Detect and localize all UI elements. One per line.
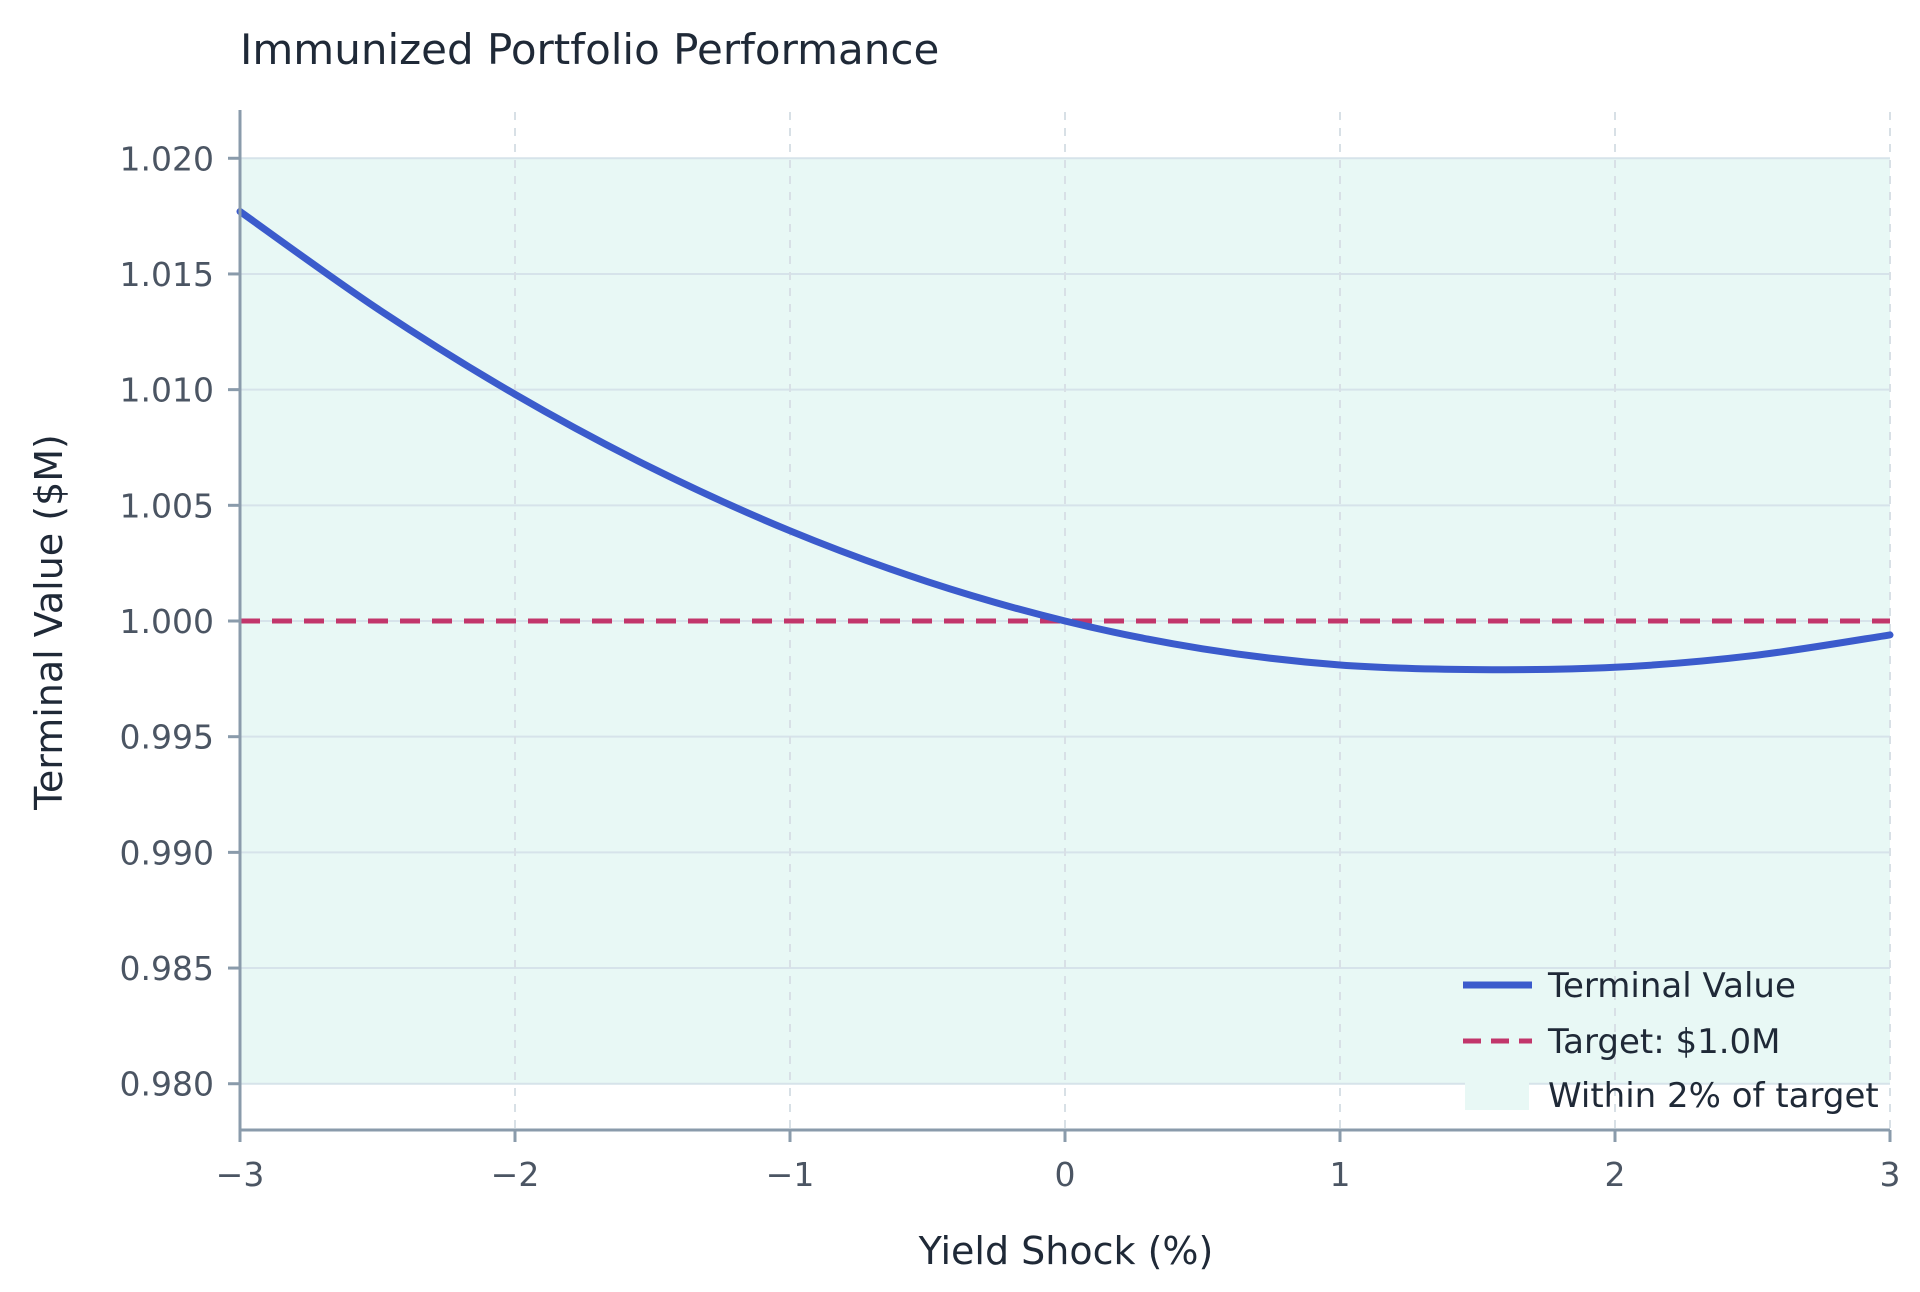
ticks-layer: 0.980 0.985 0.990 0.995 1.000 1.005 1.010 1.015… [120, 139, 1901, 1194]
y-axis-label: Terminal Value ($M) [27, 434, 71, 811]
y-tick-label: 1.010 [120, 371, 214, 410]
legend-label-band: Within 2% of target [1548, 1076, 1879, 1116]
x-tick-label: 0 [1055, 1155, 1076, 1194]
y-tick-label: 0.990 [120, 833, 214, 872]
series-line-terminal-value [236, 208, 1894, 674]
y-tick-label: 1.020 [120, 139, 214, 178]
y-tick-label: 0.980 [120, 1065, 214, 1104]
x-tick-label: −3 [216, 1155, 265, 1194]
y-tick-label: 0.985 [120, 949, 214, 988]
legend-swatch-band [1465, 1082, 1529, 1110]
y-tick-label: 0.995 [120, 718, 214, 757]
legend: Terminal Value Target: $1.0M Within 2% o… [1463, 966, 1879, 1116]
x-tick-label: −2 [491, 1155, 540, 1194]
x-tick-label: −1 [766, 1155, 815, 1194]
legend-label-target: Target: $1.0M [1547, 1022, 1781, 1062]
x-tick-label: 1 [1330, 1155, 1351, 1194]
y-tick-label: 1.015 [120, 255, 214, 294]
x-tick-label: 3 [1880, 1155, 1901, 1194]
y-tick-label: 1.005 [120, 486, 214, 525]
x-tick-label: 2 [1605, 1155, 1626, 1194]
series-layer [236, 208, 1894, 674]
x-axis-label: Yield Shock (%) [918, 1229, 1214, 1273]
chart-title: Immunized Portfolio Performance [240, 25, 939, 74]
legend-label-terminal-value: Terminal Value [1547, 966, 1796, 1006]
y-tick-label: 1.000 [120, 602, 214, 641]
